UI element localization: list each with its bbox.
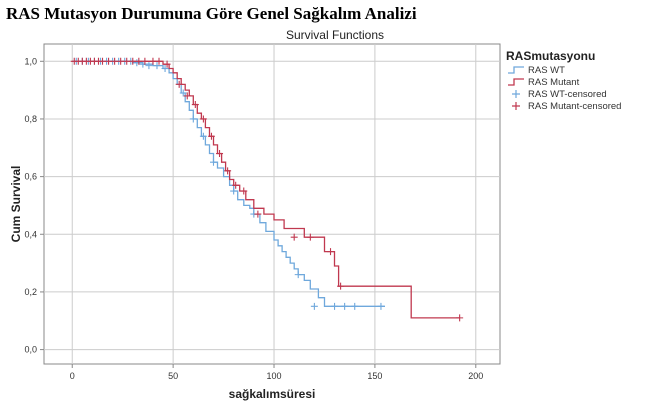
ras-wt-censored-mark	[230, 187, 238, 195]
ras-wt-censored-mark	[153, 62, 161, 70]
ras-mutant-censored-mark	[99, 57, 107, 65]
ras-mutant-censored-mark	[240, 187, 248, 195]
x-tick-label: 0	[70, 371, 75, 381]
ras-mutant-censored-mark	[105, 57, 113, 65]
ras-mutant-censored-mark	[199, 115, 207, 123]
ras-mutant-censored-mark	[207, 132, 215, 140]
ras-mutant-censored-mark	[290, 233, 298, 241]
ras-mutant-censored-mark	[183, 92, 191, 100]
ras-wt-censored-mark	[199, 132, 207, 140]
ras-mutant-censored-mark	[327, 248, 335, 256]
legend-censor-swatch	[512, 90, 520, 98]
ras-wt-censored-mark	[179, 89, 187, 97]
ras-mutant-censored-mark	[191, 101, 199, 109]
plot-area	[43, 43, 501, 365]
ras-mutant-censored-mark	[111, 57, 119, 65]
chart-title: Survival Functions	[285, 28, 385, 42]
censor-layer	[70, 57, 464, 322]
ras-mutant-censored-mark	[224, 167, 232, 175]
legend-item-ras-wt-censored: RAS WT-censored	[528, 89, 607, 100]
ras-mutant-censored-mark	[254, 210, 262, 218]
ras-wt-censored-mark	[294, 271, 302, 279]
ras-wt-censored-mark	[341, 302, 349, 310]
y-tick-label: 0,2	[24, 287, 37, 297]
legend-title: RASmutasyonu	[506, 49, 595, 63]
y-tick-label: 0,0	[24, 345, 37, 355]
x-axis-label: sağkalımsüresi	[229, 387, 316, 401]
x-tick-label: 150	[367, 371, 382, 381]
y-tick-label: 0,6	[24, 172, 37, 182]
ras-wt-censored-mark	[145, 62, 153, 70]
ras-mutant-censored-mark	[232, 181, 240, 189]
ras-wt-censored-mark	[161, 65, 169, 73]
ras-mutant-censored-mark	[123, 57, 131, 65]
ras-mutant-censored-mark	[337, 282, 345, 290]
ras-wt-censored-mark	[189, 115, 197, 123]
legend-censor-swatch	[512, 102, 520, 110]
ras-mutant-censored-mark	[456, 314, 464, 322]
series-layer	[72, 60, 460, 319]
ras-wt-censored-mark	[377, 302, 385, 310]
x-tick-label: 100	[267, 371, 282, 381]
ras-mutant-censored-mark	[129, 57, 137, 65]
y-tick-label: 0,8	[24, 114, 37, 124]
y-tick-label: 0,4	[24, 229, 37, 239]
legend-line-swatch	[508, 78, 524, 86]
ras-wt-censored-mark	[209, 158, 217, 166]
ras-mutant-censored-mark	[216, 150, 224, 158]
ras-wt-censored-mark	[331, 302, 339, 310]
ras-mutant-censored-mark	[117, 57, 125, 65]
ras-mutant-censored-mark	[306, 233, 314, 241]
tick-layer: 0 50 100 150 200 0,0 0,2 0,4 0,6 0,8 1,0	[24, 56, 483, 381]
legend-line-swatch	[508, 66, 524, 74]
legend-item-ras-mutant: RAS Mutant	[528, 77, 580, 88]
ras-mutant-censored-mark	[175, 80, 183, 88]
ras-mutant-censored-mark	[135, 57, 143, 65]
ras-mutant-survival-line	[72, 60, 460, 319]
legend-item-ras-wt: RAS WT	[528, 65, 565, 76]
ras-wt-survival-line	[72, 60, 385, 307]
ras-mutant-censored-mark	[141, 57, 149, 65]
legend-item-ras-mutant-censored: RAS Mutant-censored	[528, 101, 621, 112]
page-title: RAS Mutasyon Durumuna Göre Genel Sağkalı…	[6, 4, 417, 23]
x-tick-label: 200	[468, 371, 483, 381]
ras-wt-censored-mark	[351, 302, 359, 310]
ras-wt-censored-mark	[310, 302, 318, 310]
y-axis-label: Cum Survival	[9, 166, 23, 243]
ras-mutant-censored-mark	[149, 57, 157, 65]
x-tick-label: 50	[168, 371, 178, 381]
y-tick-label: 1,0	[24, 56, 37, 66]
ras-mutant-censored-mark	[163, 60, 171, 68]
ras-mutant-censored-mark	[155, 57, 163, 65]
